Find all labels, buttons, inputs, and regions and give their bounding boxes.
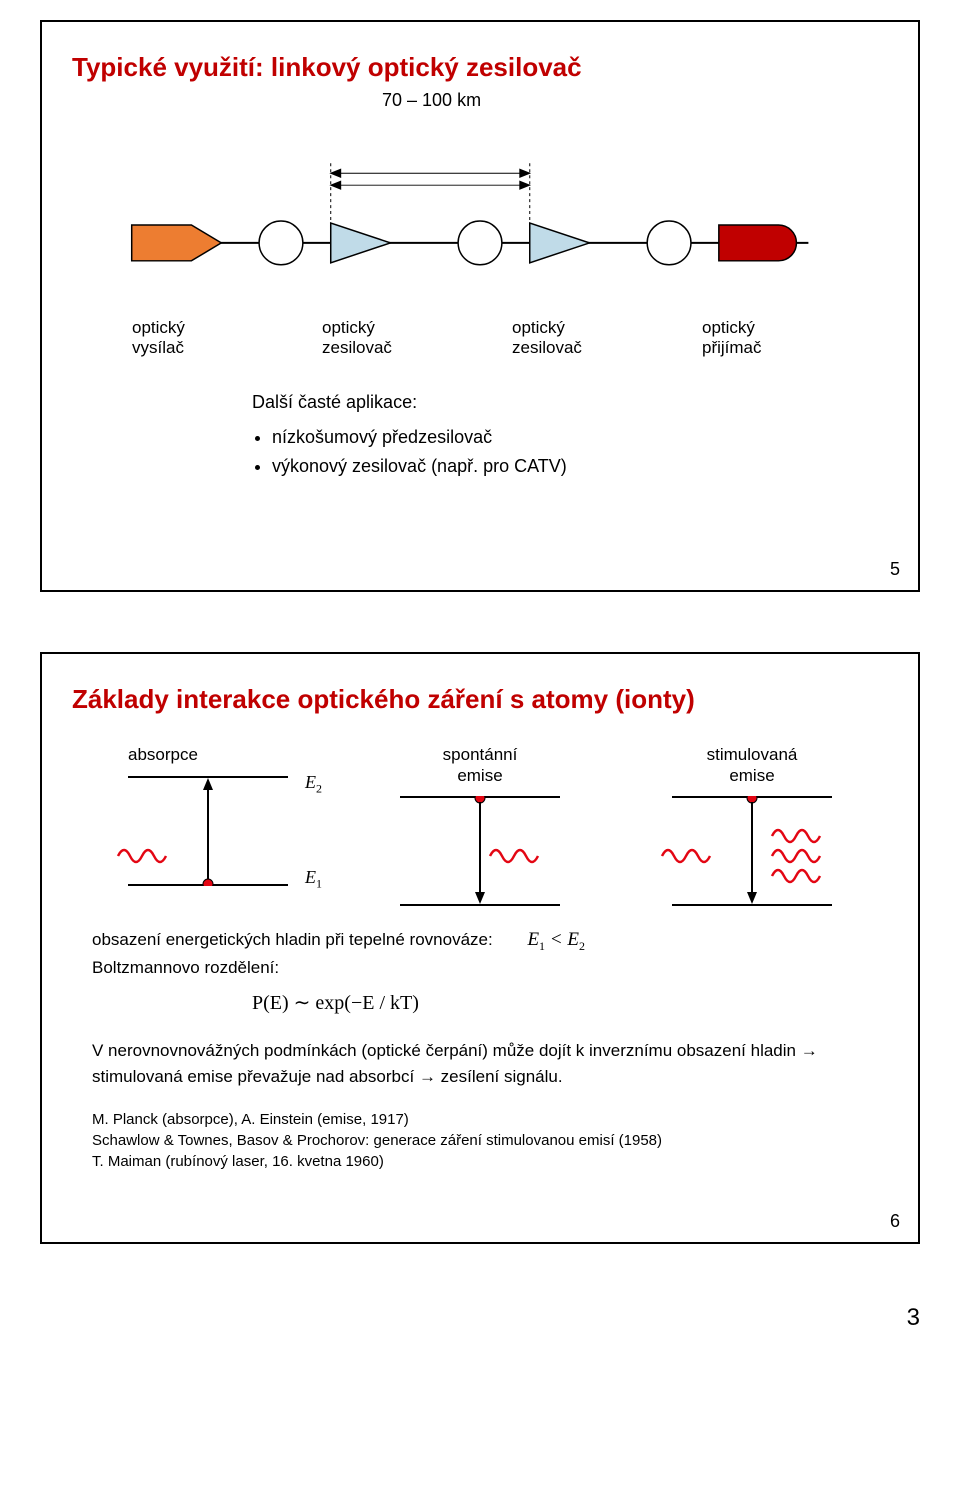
rx-label: optický přijímač <box>702 318 812 358</box>
ref-line: Schawlow & Townes, Basov & Prochorov: ge… <box>92 1130 868 1151</box>
boltzmann-label: Boltzmannovo rozdělení: <box>92 958 279 977</box>
ref-line: M. Planck (absorpce), A. Einstein (emise… <box>92 1109 868 1130</box>
sheet-page-number: 3 <box>0 1304 920 1332</box>
boltzmann-formula: P(E) ∼ exp(−E / kT) <box>252 988 868 1018</box>
amplifier-icon <box>530 223 590 263</box>
inversion-paragraph: V nerovnovnovážných podmínkách (optické … <box>92 1038 868 1089</box>
transmitter-icon <box>132 225 222 261</box>
line-amplifier-diagram <box>72 163 888 283</box>
slide-1: Typické využití: linkový optický zesilov… <box>40 20 920 592</box>
page-number: 5 <box>890 559 900 580</box>
amp2-label: optický zesilovač <box>512 318 622 358</box>
further-item: nízkošumový předzesilovač <box>272 423 888 452</box>
spontaneous-label: spontánní emise <box>380 745 580 786</box>
equilibrium-line1: obsazení energetických hladin při tepeln… <box>92 930 493 949</box>
joint-icon <box>259 221 303 265</box>
emission-diagram-row: absorpce E2 E1 spontánní emise <box>72 745 888 906</box>
ref-line: T. Maiman (rubínový laser, 16. kvetna 19… <box>92 1151 868 1172</box>
distance-label: 70 – 100 km <box>382 90 481 111</box>
page-number: 6 <box>890 1211 900 1232</box>
amplifier-icon <box>331 223 391 263</box>
stimulated-label: stimulovaná emise <box>652 745 852 786</box>
slide1-title: Typické využití: linkový optický zesilov… <box>72 52 888 83</box>
stimulated-icon <box>652 796 852 906</box>
absorption-label: absorpce <box>128 745 308 765</box>
receiver-icon <box>719 225 797 261</box>
component-labels-row: optický vysílač optický zesilovač optick… <box>132 318 888 358</box>
equilibrium-text: obsazení energetických hladin při tepeln… <box>92 926 868 1018</box>
absorption-cell: absorpce E2 E1 <box>108 745 308 885</box>
absorption-icon <box>108 776 308 886</box>
spontaneous-icon <box>380 796 580 906</box>
further-item: výkonový zesilovač (např. pro CATV) <box>272 452 888 481</box>
amp1-label: optický zesilovač <box>322 318 432 358</box>
tx-label: optický vysílač <box>132 318 242 358</box>
further-heading: Další časté aplikace: <box>252 388 888 417</box>
references: M. Planck (absorpce), A. Einstein (emise… <box>92 1109 868 1172</box>
spontaneous-cell: spontánní emise <box>380 745 580 906</box>
further-applications: Další časté aplikace: nízkošumový předze… <box>252 388 888 480</box>
slide-2: Základy interakce optického záření s ato… <box>40 652 920 1244</box>
slide2-title: Základy interakce optického záření s ato… <box>72 684 888 715</box>
stimulated-cell: stimulovaná emise <box>652 745 852 906</box>
energy-inequality: E1 < E2 <box>527 926 585 955</box>
joint-icon <box>647 221 691 265</box>
joint-icon <box>458 221 502 265</box>
